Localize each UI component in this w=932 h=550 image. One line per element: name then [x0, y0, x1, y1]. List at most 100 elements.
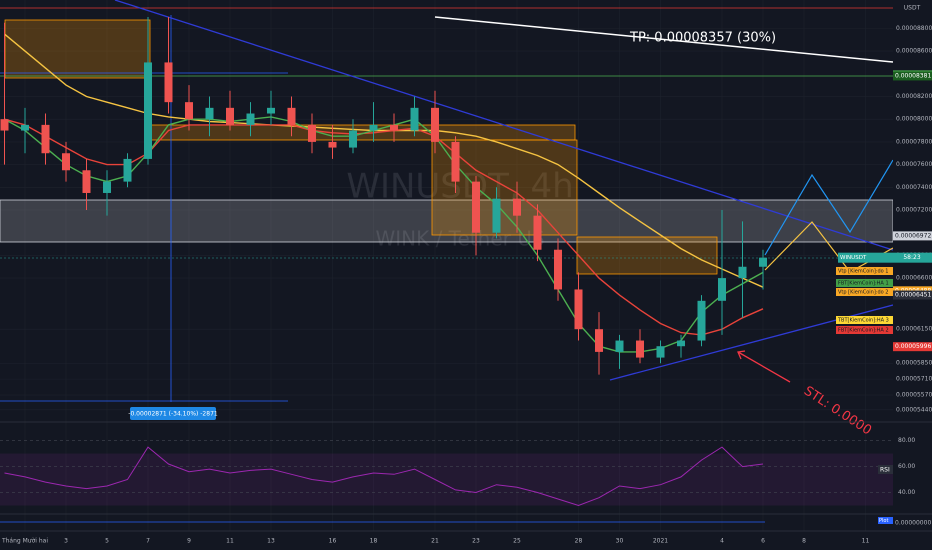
x-tick-label: Tháng Mười hai [1, 538, 48, 545]
indicator-tag-label: FBT[KiemCoin]:HA 1 [838, 281, 889, 287]
y-tick-label: 0.00005710 [896, 376, 932, 383]
price-tag [893, 231, 932, 241]
indicator-tag-label: TBT[KiemCoin]:HA 3 [837, 318, 889, 324]
candle-body [431, 107, 439, 142]
indicator-tag [836, 316, 893, 324]
price-tag [893, 342, 932, 352]
price-tag [893, 290, 932, 300]
y-tick-label: 0.00007800 [896, 138, 932, 145]
indicator-tag [836, 288, 893, 296]
candle-body [636, 340, 644, 358]
candle-body [738, 266, 747, 279]
candle-body [349, 130, 357, 148]
candle-body [472, 181, 480, 233]
price-tag [893, 71, 932, 81]
candle-body [513, 198, 521, 216]
arrow [737, 351, 791, 383]
moving-average [4, 33, 764, 288]
arrow-head [737, 350, 746, 360]
watermark-subtitle: WINK / Tether US [375, 227, 544, 251]
candle-body [62, 153, 70, 171]
candle-body [554, 249, 562, 290]
indicator-tag-label: Vtp [KiemCoin]:do 2 [838, 290, 888, 296]
x-tick-label: 30 [616, 538, 624, 545]
x-tick-label: 5 [105, 538, 109, 545]
candle-body [226, 107, 234, 125]
zone-box [576, 236, 718, 275]
y-tick-label: 0.00005440 [896, 406, 932, 413]
indicator-tag [836, 279, 893, 287]
candle-body [144, 62, 152, 159]
x-tick-label: 6 [761, 538, 765, 545]
price-tag-label: 0.00006451 [895, 292, 931, 299]
indicator-tag-label: Vtp [KiemCoin]:do 1 [838, 269, 888, 275]
candle-body [656, 346, 665, 358]
y-tick-label: 0.00008200 [896, 93, 932, 100]
candle-body [164, 62, 173, 103]
candle-body [615, 340, 624, 352]
x-tick-label: 18 [370, 538, 378, 545]
x-tick-label: 3 [64, 538, 68, 545]
x-tick-label: 25 [513, 538, 521, 545]
price-tag-label: 0.00005996 [895, 343, 931, 350]
candle-body [697, 300, 706, 341]
price-tag-label: 0.00006972 [895, 232, 931, 239]
candle-body [410, 107, 419, 131]
rsi-tag [878, 465, 893, 474]
x-tick-label: 11 [862, 538, 870, 545]
y-tick-label: 0.00008600 [896, 48, 932, 55]
candle-body [574, 289, 583, 330]
candle-body [0, 119, 9, 131]
candle-body [759, 257, 767, 267]
candle-body [595, 329, 603, 352]
y-tick-label: 0.00006600 [896, 275, 932, 282]
rsi-band [0, 453, 893, 506]
candle-body [103, 181, 111, 193]
tp-line [434, 16, 894, 63]
symbol-tag [838, 252, 893, 263]
countdown-tag [893, 252, 932, 263]
x-tick-label: 8 [802, 538, 806, 545]
candle-body [533, 215, 542, 250]
measure-label: -0.00002871 (-34.10%) -2871 [128, 411, 218, 418]
y-tick-label: 0.00007600 [896, 161, 932, 168]
x-tick-label: 7 [146, 538, 150, 545]
candle-body [492, 198, 501, 233]
rsi-tick-label: 80.00 [898, 437, 915, 444]
trend-line [114, 0, 894, 251]
indicator-tag [836, 326, 893, 334]
price-axis [893, 0, 932, 550]
x-tick-label: 2021 [653, 538, 668, 545]
candle-body [369, 124, 378, 131]
x-tick-label: 13 [267, 538, 275, 545]
y-tick-label: 0.00006150 [896, 326, 932, 333]
candle-body [451, 141, 460, 182]
candle-body [308, 124, 316, 142]
currency: USDT [904, 5, 921, 12]
indicator-tag [836, 267, 893, 275]
x-tick-label: 9 [187, 538, 191, 545]
candle-body [246, 113, 255, 125]
measure-box [130, 407, 216, 420]
projection [764, 159, 894, 256]
x-tick-label: 16 [329, 538, 337, 545]
y-tick-label: 0.00007400 [896, 184, 932, 191]
candle-body [41, 124, 50, 154]
y-tick-label: 0.00005850 [896, 360, 932, 367]
candle-body [677, 340, 685, 347]
candle-body [205, 107, 214, 120]
candle-body [123, 158, 132, 182]
drawings [0, 0, 894, 402]
x-tick-label: 21 [431, 538, 439, 545]
zone-box [4, 19, 151, 79]
y-tick-label: 0.00005570 [896, 392, 932, 399]
candle-body [390, 124, 398, 131]
plot-tag-label: Plot [879, 518, 888, 524]
plot-tag [878, 517, 893, 524]
candle-body [82, 170, 91, 193]
rsi-label: RSI [880, 467, 890, 474]
y-tick-label: 0.00007200 [896, 207, 932, 214]
y-tick-label: 0.00008000 [896, 116, 932, 123]
